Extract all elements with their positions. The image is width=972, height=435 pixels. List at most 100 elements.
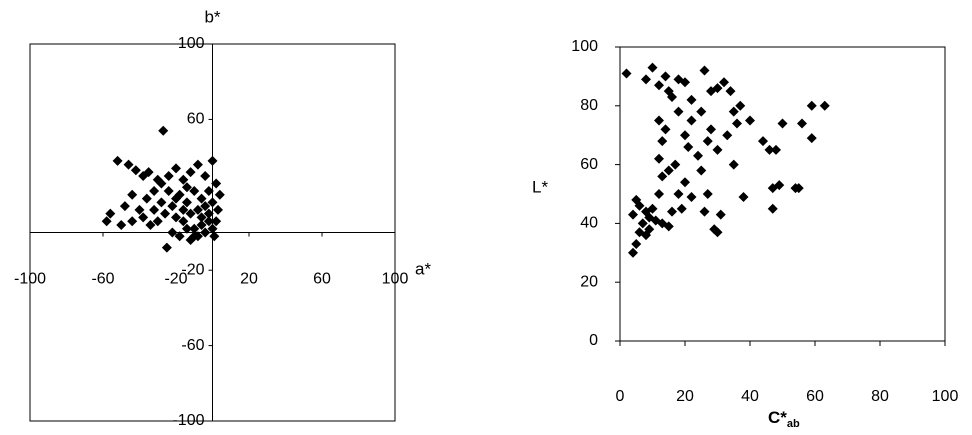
point xyxy=(628,248,638,258)
y-tick-label: 60 xyxy=(187,111,205,128)
point xyxy=(124,160,134,170)
point xyxy=(156,197,166,207)
y-axis-title: L* xyxy=(532,177,548,196)
y-tick-label: 80 xyxy=(580,97,598,114)
y-tick-label: 60 xyxy=(580,156,598,173)
point xyxy=(661,71,671,81)
point xyxy=(654,116,664,126)
point xyxy=(703,136,713,146)
point xyxy=(160,209,170,219)
point xyxy=(186,167,196,177)
point xyxy=(648,63,658,73)
point xyxy=(120,201,130,211)
x-tick-label: -60 xyxy=(91,271,114,288)
y-tick-label: -20 xyxy=(181,261,204,278)
point xyxy=(797,118,807,128)
point xyxy=(200,171,210,181)
point xyxy=(726,86,736,96)
figure: -100-60-202060100-100-60-2060100a*b*0204… xyxy=(0,0,972,435)
point xyxy=(657,136,667,146)
x-tick-label: 60 xyxy=(806,388,824,405)
x-axis-title-sub: ab xyxy=(787,418,800,430)
y-tick-label: 40 xyxy=(580,215,598,232)
x-tick-label: 20 xyxy=(676,388,694,405)
point xyxy=(745,116,755,126)
point xyxy=(641,74,651,84)
x-tick-label: -100 xyxy=(14,271,46,288)
point xyxy=(696,107,706,117)
point xyxy=(706,124,716,134)
point xyxy=(193,160,203,170)
point xyxy=(149,205,159,215)
y-tick-label: 100 xyxy=(571,38,598,55)
point xyxy=(716,210,726,220)
y-tick-label: 0 xyxy=(589,332,598,349)
point xyxy=(661,124,671,134)
point xyxy=(127,216,137,226)
point xyxy=(807,101,817,111)
point xyxy=(162,243,172,253)
point xyxy=(771,145,781,155)
y-tick-label: -60 xyxy=(181,337,204,354)
point xyxy=(171,163,181,173)
x-tick-label: 100 xyxy=(932,388,959,405)
point xyxy=(674,189,684,199)
point xyxy=(693,151,703,161)
x-axis-title: a* xyxy=(415,259,431,278)
point xyxy=(208,156,218,166)
point xyxy=(622,68,632,78)
point xyxy=(631,239,641,249)
y-tick-label: 100 xyxy=(178,35,205,52)
x-tick-label: 80 xyxy=(871,388,889,405)
point xyxy=(677,204,687,214)
point xyxy=(113,156,123,166)
y-axis-title: b* xyxy=(204,7,220,26)
point xyxy=(667,207,677,217)
point xyxy=(158,126,168,136)
point xyxy=(116,220,126,230)
point xyxy=(722,130,732,140)
y-tick-label: -100 xyxy=(172,412,204,429)
point xyxy=(638,218,648,228)
point xyxy=(687,192,697,202)
point xyxy=(215,190,225,200)
point xyxy=(768,204,778,214)
point xyxy=(703,189,713,199)
point xyxy=(654,154,664,164)
y-tick-label: 20 xyxy=(580,273,598,290)
point xyxy=(729,107,739,117)
point xyxy=(654,189,664,199)
point xyxy=(700,66,710,76)
x-axis-title: C*ab xyxy=(768,408,800,429)
point xyxy=(127,190,137,200)
point xyxy=(713,145,723,155)
point xyxy=(164,171,174,181)
point xyxy=(739,192,749,202)
point xyxy=(729,160,739,170)
x-tick-label: 100 xyxy=(382,271,409,288)
point xyxy=(657,171,667,181)
point xyxy=(683,142,693,152)
point xyxy=(654,80,664,90)
point xyxy=(719,77,729,87)
point xyxy=(628,210,638,220)
point xyxy=(696,165,706,175)
point xyxy=(142,194,152,204)
point xyxy=(213,205,223,215)
point xyxy=(670,160,680,170)
point xyxy=(680,177,690,187)
point xyxy=(131,165,141,175)
point xyxy=(758,136,768,146)
point xyxy=(700,207,710,217)
point xyxy=(674,107,684,117)
x-tick-label: 0 xyxy=(616,388,625,405)
point xyxy=(778,118,788,128)
point xyxy=(149,186,159,196)
point xyxy=(164,186,174,196)
point xyxy=(687,95,697,105)
x-axis-title-main: C* xyxy=(768,408,787,427)
point xyxy=(732,118,742,128)
x-tick-label: 20 xyxy=(240,271,258,288)
point xyxy=(680,130,690,140)
point xyxy=(820,101,830,111)
